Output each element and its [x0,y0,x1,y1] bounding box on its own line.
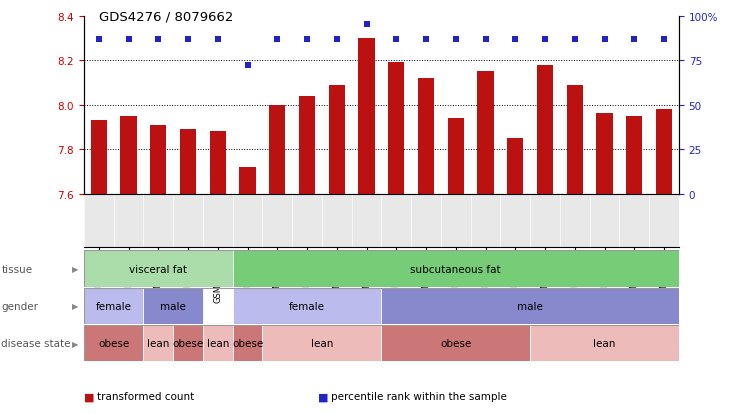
Bar [173,325,203,361]
Text: ▶: ▶ [72,301,78,311]
Bar [91,121,107,194]
Bar [382,325,530,361]
Point [153,36,164,43]
Bar [233,325,263,361]
Text: obese: obese [232,338,264,348]
Bar [477,72,493,194]
Bar [180,130,196,194]
Point [123,36,134,43]
Bar [566,85,583,194]
Bar [84,251,233,287]
Text: ■: ■ [84,392,94,401]
Bar [263,325,381,361]
Point [539,36,551,43]
Text: ▶: ▶ [72,264,78,273]
Point [420,36,432,43]
Bar [328,85,345,194]
Bar [418,79,434,194]
Bar [84,288,143,324]
Point [331,36,342,43]
Text: gender: gender [1,301,39,311]
Point [510,36,521,43]
Bar [233,288,381,324]
Text: subcutaneous fat: subcutaneous fat [410,264,501,274]
Point [450,36,461,43]
Bar [447,119,464,194]
Bar [382,288,679,324]
Text: female: female [96,301,131,311]
Bar [233,251,679,287]
Bar [143,325,173,361]
Point [212,36,223,43]
Point [599,36,610,43]
Text: transformed count: transformed count [97,392,194,401]
Point [391,36,402,43]
Point [182,36,194,43]
Bar [507,139,523,194]
Text: male: male [161,301,186,311]
Text: ▶: ▶ [72,339,78,348]
Point [629,36,640,43]
Text: tissue: tissue [1,264,33,274]
Bar [358,39,374,194]
Text: lean: lean [311,338,333,348]
Point [242,63,253,69]
Bar [203,325,233,361]
Point [272,36,283,43]
Text: obese: obese [440,338,472,348]
Bar [120,116,137,194]
Text: lean: lean [147,338,169,348]
Text: disease state: disease state [1,338,71,348]
Bar [269,105,285,194]
Point [301,36,313,43]
Bar [537,65,553,194]
Bar [626,116,642,194]
Text: obese: obese [98,338,129,348]
Text: visceral fat: visceral fat [129,264,188,274]
Bar [143,288,203,324]
Bar [596,114,612,194]
Point [658,36,670,43]
Bar [84,325,143,361]
Text: female: female [289,301,325,311]
Point [93,36,104,43]
Text: lean: lean [593,338,615,348]
Bar [210,132,226,194]
Point [569,36,580,43]
Bar [656,110,672,194]
Text: GDS4276 / 8079662: GDS4276 / 8079662 [99,10,233,23]
Text: percentile rank within the sample: percentile rank within the sample [331,392,507,401]
Bar [299,97,315,194]
Text: obese: obese [172,338,204,348]
Text: male: male [518,301,543,311]
Text: lean: lean [207,338,229,348]
Bar [150,125,166,194]
Bar [239,167,255,194]
Point [361,22,372,29]
Text: ■: ■ [318,392,328,401]
Bar [388,63,404,194]
Bar [530,325,679,361]
Point [480,36,491,43]
